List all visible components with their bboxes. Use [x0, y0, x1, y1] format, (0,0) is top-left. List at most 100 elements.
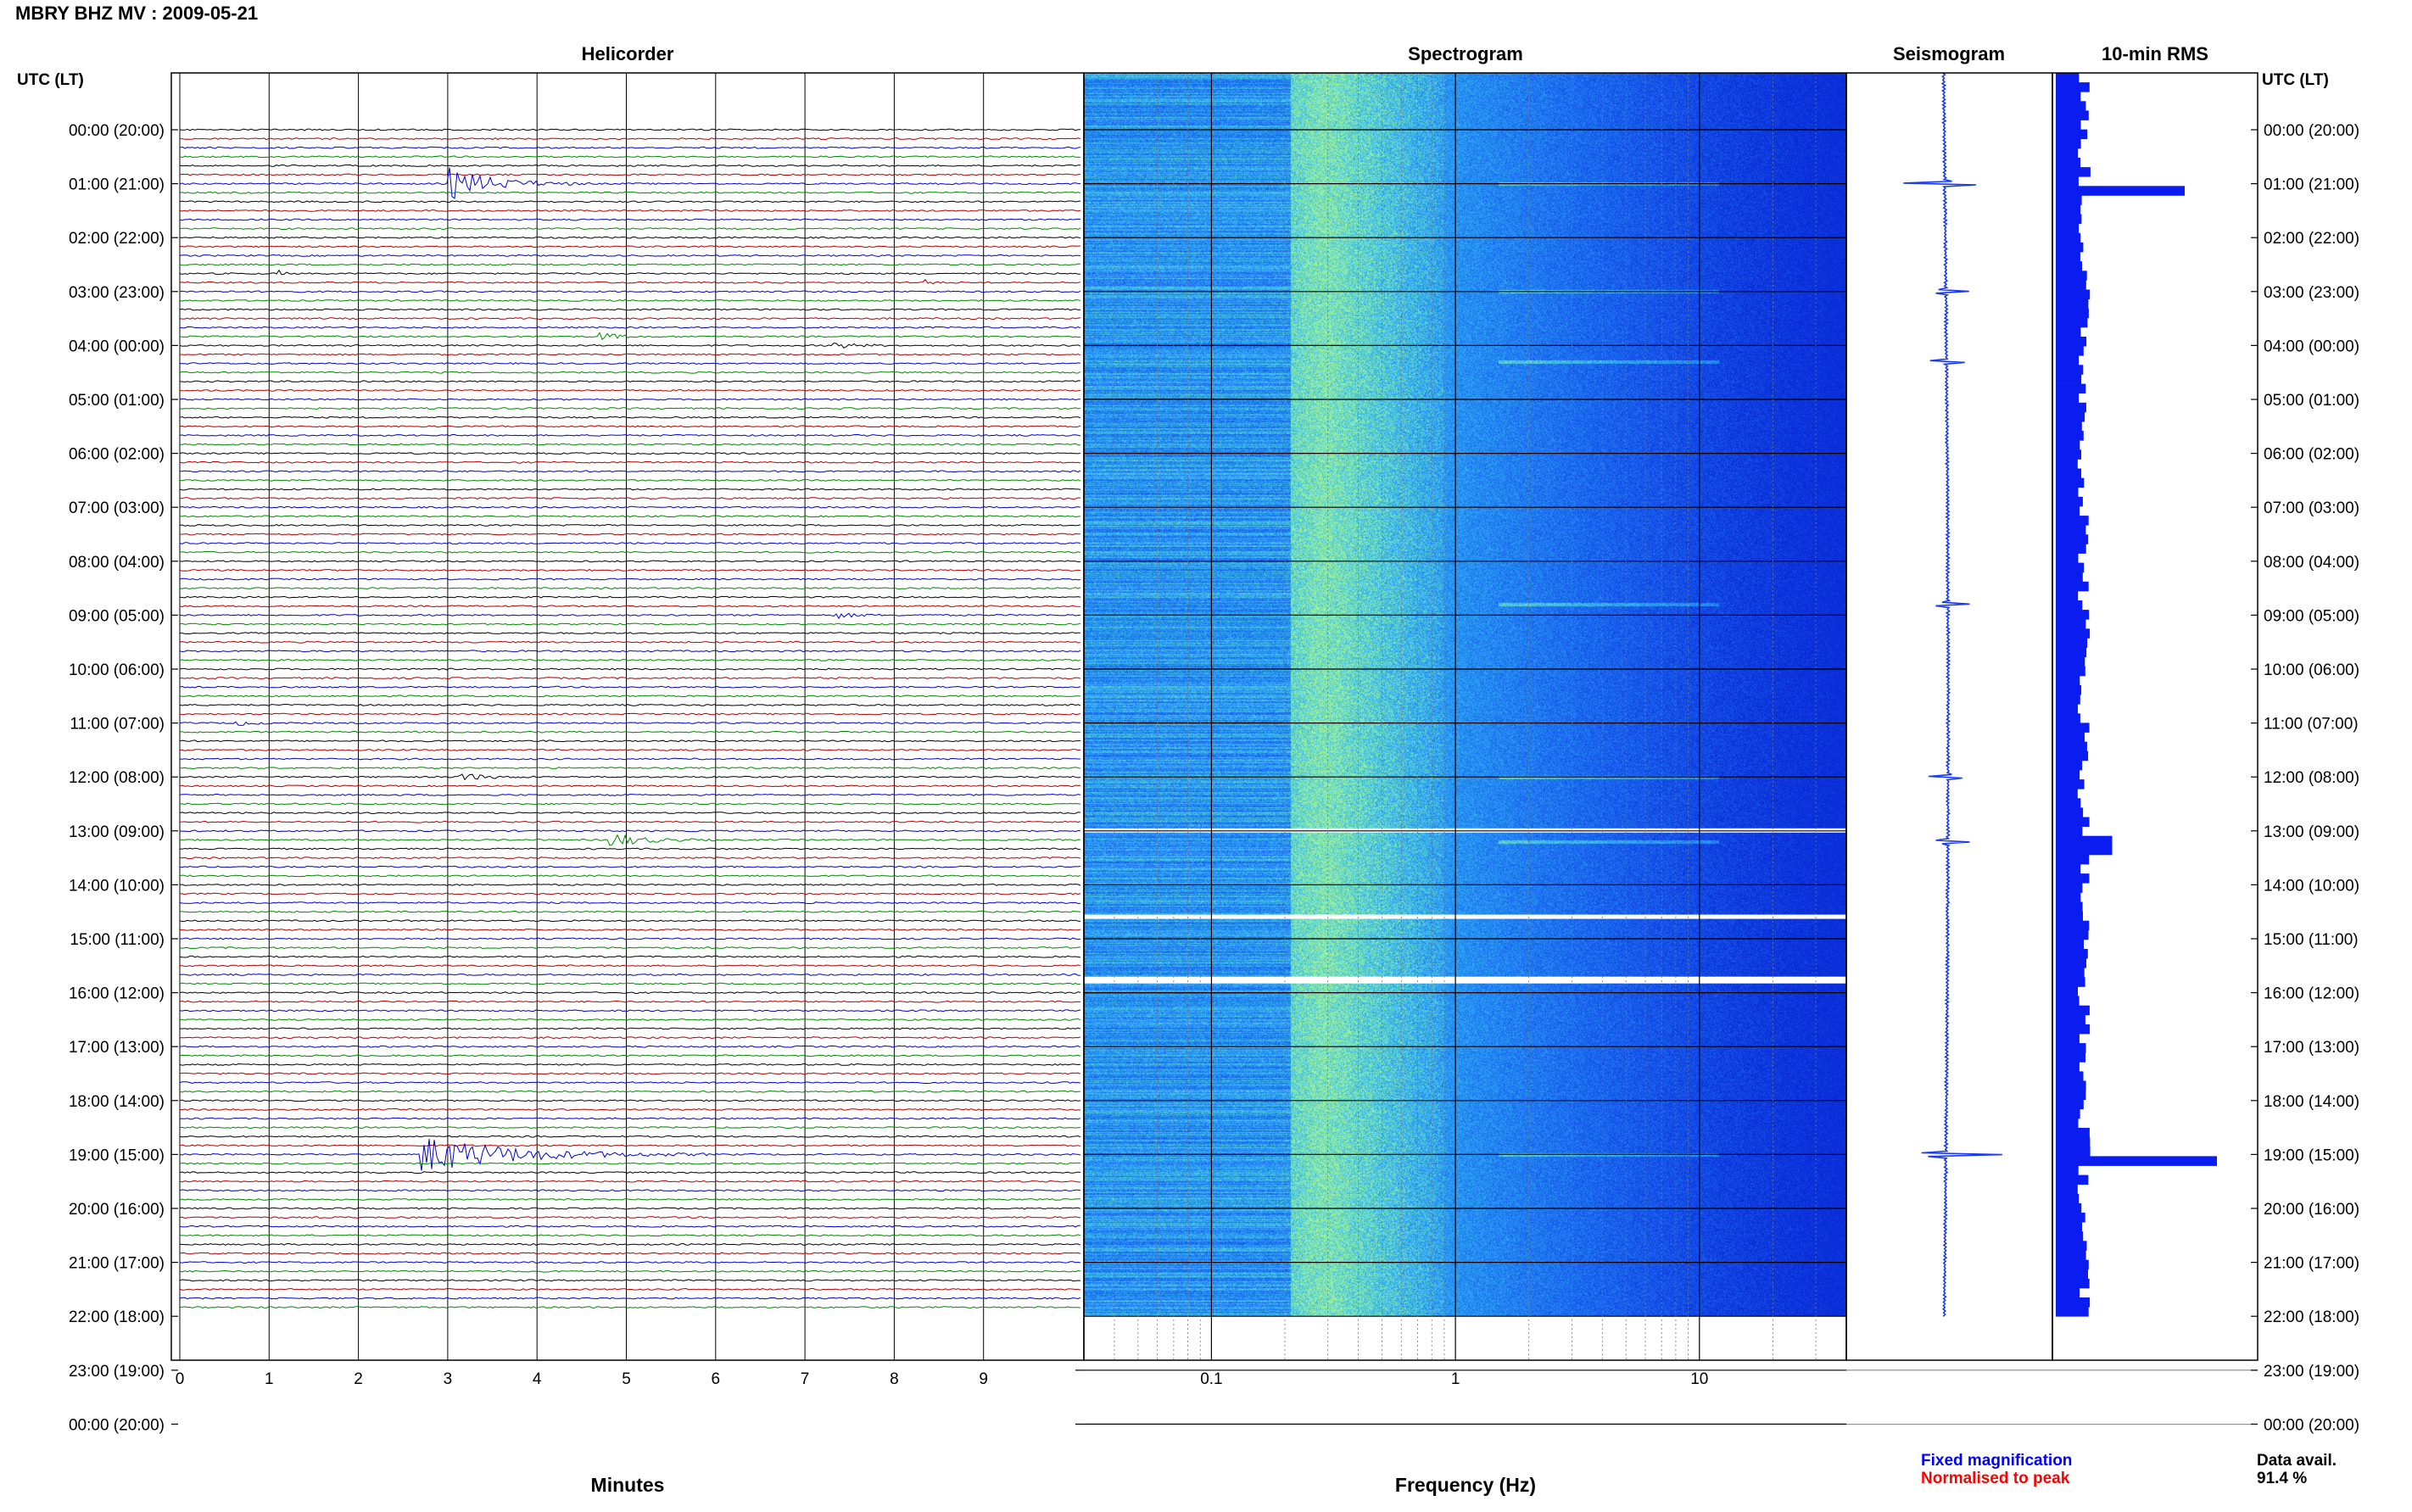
y-tick-label-left: 03:00 (23:00) [69, 284, 165, 302]
helicorder-trace [179, 279, 1081, 285]
helicorder-trace [179, 973, 1081, 976]
helicorder-trace [179, 245, 1081, 248]
seismogram-panel [1903, 72, 2002, 1317]
helicorder-trace [179, 685, 1081, 689]
rms-bar [2056, 232, 2081, 243]
helicorder-trace [179, 964, 1081, 968]
rms-bar [2056, 666, 2085, 677]
helicorder-trace [179, 605, 1081, 608]
y-tick-label-right: 20:00 (16:00) [2264, 1201, 2359, 1219]
rms-bar [2056, 214, 2082, 225]
helicorder-trace [180, 632, 1081, 635]
y-axis-label-right: UTC (LT) [2262, 71, 2329, 89]
y-tick-label-left: 11:00 (07:00) [70, 716, 165, 734]
frequency-tick-label: 10 [1690, 1370, 1708, 1388]
rms-bar [2056, 1080, 2086, 1091]
helicorder-trace [179, 865, 1081, 868]
rms-bar [2056, 675, 2080, 686]
helicorder-trace [179, 991, 1081, 995]
helicorder-trace [179, 820, 1081, 823]
y-tick-label-right: 19:00 (15:00) [2264, 1147, 2359, 1164]
helicorder-trace [179, 955, 1081, 958]
rms-bar [2056, 544, 2086, 554]
helicorder-trace [179, 128, 1081, 131]
rms-bar [2056, 195, 2082, 205]
y-tick-label-left: 13:00 (09:00) [69, 823, 165, 841]
rms-bar [2056, 326, 2081, 338]
y-tick-label-right: 04:00 (00:00) [2264, 338, 2359, 355]
spectrogram-nodata [1084, 1316, 1846, 1360]
helicorder-trace [179, 928, 1081, 931]
helicorder-trace [180, 677, 1081, 680]
y-tick-label-right: 10:00 (06:00) [2264, 661, 2359, 679]
y-tick-label-left: 06:00 (02:00) [69, 446, 165, 464]
y-tick-label-left: 16:00 (12:00) [69, 985, 165, 1003]
rms-bar [2056, 1034, 2080, 1044]
rms-bar [2056, 883, 2083, 893]
axis-labels: Helicorder Spectrogram Seismogram 10-min RM… [17, 43, 2359, 1496]
rms-bar [2056, 393, 2080, 404]
rms-bar [2056, 449, 2081, 460]
y-tick-label-left: 21:00 (17:00) [69, 1255, 165, 1273]
rms-bar [2056, 308, 2089, 319]
helicorder-trace [179, 388, 1081, 392]
seismogram-frame [1845, 72, 2053, 1361]
helicorder-trace [179, 1162, 1081, 1165]
x-tick-label: 6 [712, 1370, 721, 1388]
helicorder-trace [179, 1126, 1081, 1130]
rms-bar [2056, 732, 2085, 742]
rms-bar [2056, 1005, 2090, 1016]
y-tick-label-right: 11:00 (07:00) [2264, 716, 2359, 734]
rms-bar [2056, 638, 2088, 648]
rms-bar [2056, 101, 2086, 111]
x-tick-label: 3 [444, 1370, 453, 1388]
rms-bar [2056, 610, 2090, 620]
rms-bar [2056, 704, 2078, 714]
helicorder-trace [179, 883, 1081, 886]
helicorder-trace [179, 784, 1081, 788]
helicorder-trace [179, 353, 1081, 356]
rms-bar [2056, 1174, 2089, 1186]
rms-bar [2056, 958, 2086, 968]
helicorder-trace [179, 326, 1081, 329]
rms-bar [2056, 1062, 2080, 1072]
helicorder-trace [179, 901, 1081, 905]
rms-bar [2056, 1184, 2078, 1195]
rms-bar [2056, 110, 2089, 120]
helicorder-trace [179, 1018, 1081, 1021]
rms-bar [2056, 1193, 2080, 1204]
helicorder-trace [179, 1234, 1081, 1237]
helicorder-trace [179, 712, 1081, 716]
helicorder-trace [179, 739, 1081, 743]
rms-bar [2056, 280, 2086, 290]
helicorder-trace [179, 1009, 1081, 1013]
helicorder-trace [179, 542, 1081, 545]
y-tick-label-left: 14:00 (10:00) [69, 877, 165, 895]
normalised-to-peak-legend: Normalised to peak [1921, 1470, 2070, 1487]
rms-bar [2056, 750, 2089, 762]
helicorder-trace [179, 1279, 1081, 1282]
rms-bar [2056, 760, 2083, 771]
rms-bar [2056, 92, 2081, 102]
spectrogram-title: Spectrogram [1408, 43, 1523, 64]
helicorder-trace [179, 812, 1081, 815]
x-tick-label: 9 [979, 1370, 988, 1388]
helicorder-trace [179, 1261, 1081, 1264]
helicorder-trace [179, 505, 1081, 509]
helicorder-trace [179, 1081, 1081, 1085]
rms-bar [2056, 1165, 2079, 1175]
rms-bar [2056, 1128, 2090, 1138]
helicorder-trace [179, 1306, 1081, 1309]
y-tick-label-left: 10:00 (06:00) [69, 661, 165, 679]
helicorder-trace [179, 650, 1081, 653]
rms-bar [2056, 864, 2081, 874]
helicorder-trace [179, 946, 1081, 950]
rms-bar [2056, 628, 2091, 639]
helicorder-trace [179, 1207, 1081, 1210]
rms-bar [2056, 1156, 2217, 1166]
y-tick-label-right: 00:00 (20:00) [2264, 122, 2359, 140]
rms-bar [2056, 1147, 2091, 1157]
helicorder-trace [179, 1287, 1081, 1291]
rms-bar [2056, 713, 2080, 723]
